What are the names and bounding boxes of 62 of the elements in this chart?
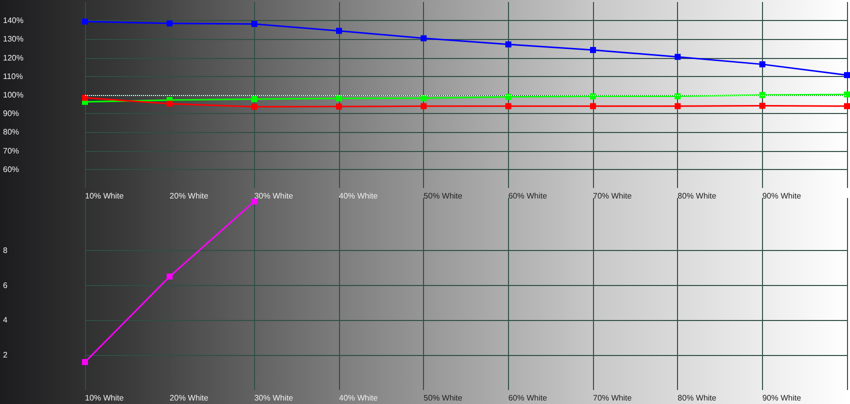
y-tick-label: 120%	[3, 53, 24, 62]
point	[336, 28, 342, 34]
point	[759, 61, 766, 68]
point	[251, 198, 258, 204]
x-tick-label: 60% White	[508, 192, 548, 200]
x-tick-label: 30% White	[254, 192, 294, 200]
point	[82, 359, 88, 366]
point	[420, 95, 427, 102]
point	[674, 103, 681, 110]
point	[166, 274, 173, 280]
y-tick-label: 80%	[3, 128, 20, 137]
x-tick-label: 70% White	[593, 394, 632, 402]
x-tick-label: 40% White	[339, 192, 378, 200]
point	[505, 103, 512, 110]
point	[251, 20, 258, 27]
point	[590, 46, 596, 53]
x-tick-label: 90% White	[762, 394, 802, 402]
point	[336, 104, 342, 110]
point	[844, 72, 850, 78]
point	[420, 103, 427, 110]
point	[759, 92, 766, 98]
x-tick-label: 50% White	[424, 192, 463, 200]
y-tick-label: 140%	[3, 16, 24, 26]
x-tick-label: 90% White	[762, 192, 802, 200]
y-tick-label: 8	[3, 246, 8, 255]
point	[251, 104, 258, 110]
point	[674, 54, 681, 60]
x-tick-label: 80% White	[678, 192, 717, 200]
point	[759, 102, 766, 109]
point	[844, 91, 850, 98]
y-tick-label: 130%	[3, 34, 24, 44]
point	[674, 93, 681, 100]
y-tick-label: 110%	[3, 72, 23, 81]
x-tick-label: 50% White	[424, 394, 463, 402]
point	[82, 94, 88, 101]
point	[505, 94, 512, 100]
point	[590, 93, 596, 100]
x-tick-label: 70% White	[593, 192, 632, 200]
point	[420, 35, 427, 42]
x-tick-label: 80% White	[678, 394, 717, 402]
y-tick-label: 2	[3, 350, 8, 360]
x-tick-label: 20% White	[170, 394, 209, 402]
point	[251, 96, 258, 102]
point	[505, 41, 512, 48]
x-tick-label: 30% White	[254, 394, 294, 402]
x-tick-label: 40% White	[339, 394, 378, 402]
y-tick-label: 100%	[3, 90, 24, 100]
point	[166, 20, 173, 26]
x-tick-label: 60% White	[508, 394, 548, 402]
y-tick-label: 4	[3, 316, 8, 325]
point	[336, 95, 342, 102]
point	[82, 18, 88, 25]
y-tick-label: 60%	[3, 164, 20, 174]
x-tick-label: 10% White	[85, 394, 124, 402]
x-tick-label: 10% White	[85, 192, 124, 200]
point	[166, 100, 173, 107]
x-tick-label: 20% White	[170, 192, 209, 200]
y-tick-label: 70%	[3, 146, 20, 156]
y-tick-label: 90%	[3, 109, 20, 118]
point	[844, 103, 850, 110]
point	[590, 103, 596, 110]
y-tick-label: 6	[3, 280, 8, 290]
